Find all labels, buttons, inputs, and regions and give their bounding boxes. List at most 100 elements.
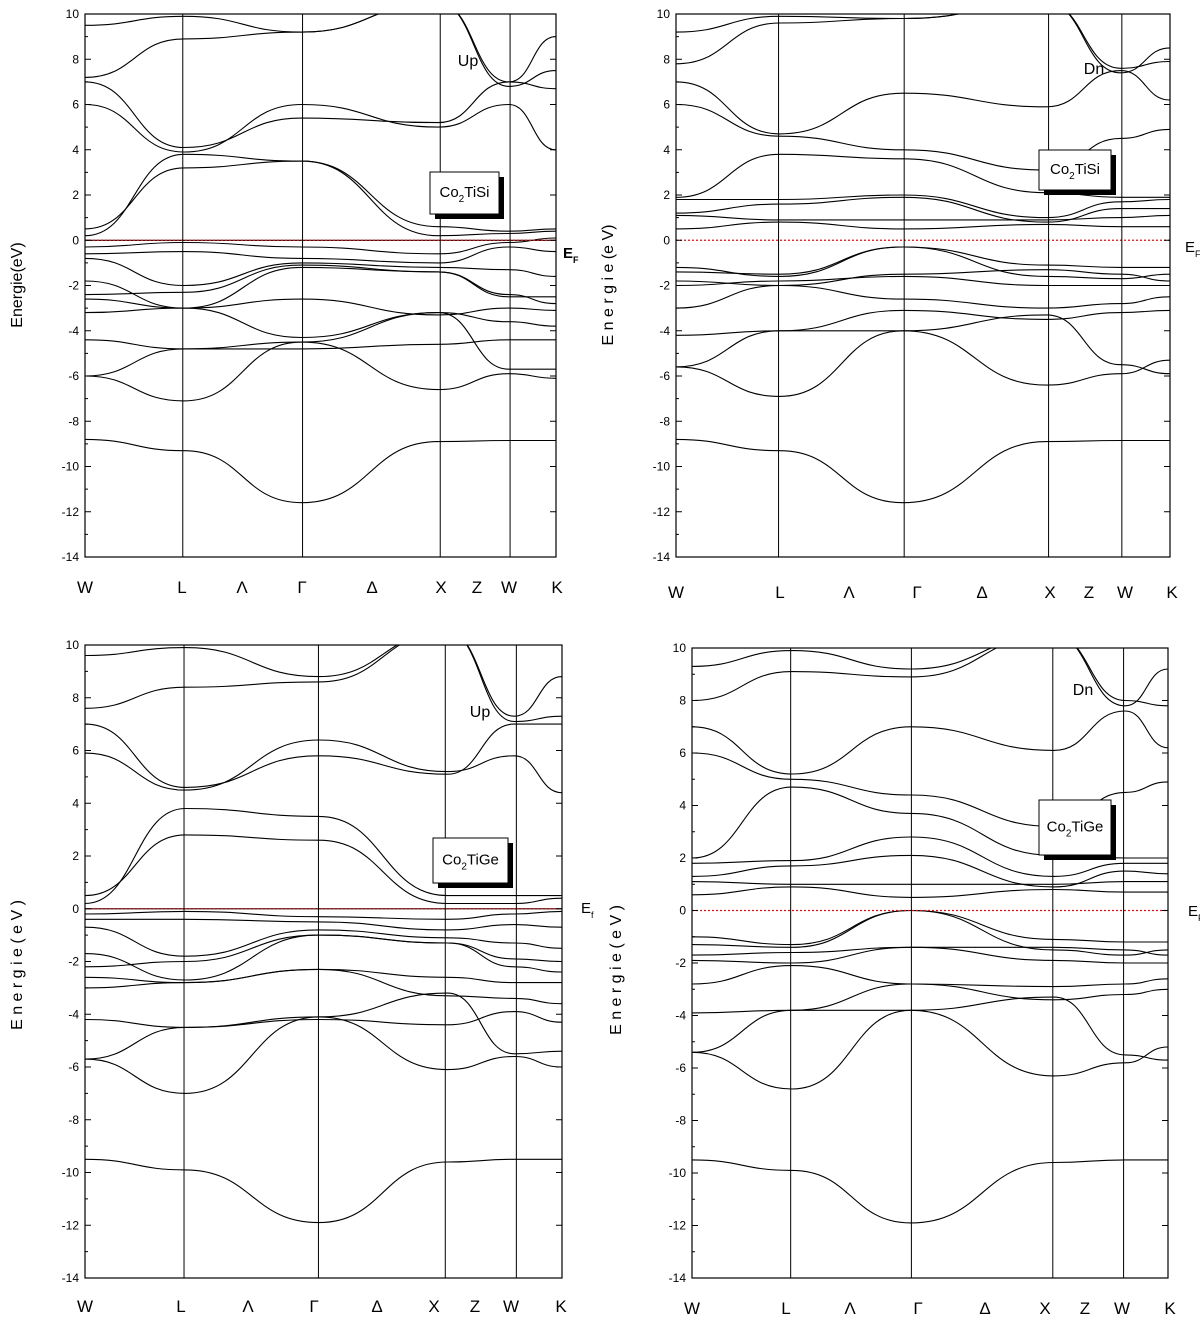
compound-box: [429, 171, 500, 215]
y-tick-label-12: -14: [669, 1271, 687, 1285]
band-1: [85, 341, 556, 402]
y-tick-label-0: 10: [66, 7, 80, 21]
band-15: [85, 81, 556, 149]
y-tick-label-2: 6: [679, 746, 686, 760]
y-tick-label-4: 2: [72, 849, 79, 863]
compound-label-rest: TiSi: [464, 184, 489, 201]
y-tick-label-5: 0: [663, 233, 670, 247]
y-tick-label-0: 10: [657, 7, 671, 21]
band-14: [85, 739, 562, 794]
compound-label-base: Co: [1047, 819, 1066, 836]
band-4: [85, 968, 562, 1005]
y-tick-label-8: -6: [68, 369, 79, 383]
band-16: [676, 14, 1170, 74]
y-tick-label-2: 6: [663, 98, 670, 112]
band-15: [676, 70, 1170, 135]
y-tick-label-12: -14: [653, 550, 671, 564]
band-10: [85, 237, 556, 255]
band-12: [676, 194, 1170, 219]
band-11: [692, 854, 1168, 888]
spin-label: Dn: [1073, 682, 1093, 699]
band-8: [85, 926, 562, 957]
band-13: [692, 786, 1168, 859]
spin-label: Up: [458, 53, 479, 70]
spin-label: Dn: [1084, 61, 1104, 78]
y-tick-label-4: 2: [72, 188, 79, 202]
kpoint-label-4: Δ: [371, 1297, 382, 1316]
kpoint-label-7: W: [1114, 1299, 1130, 1318]
compound-label-base: Co: [439, 184, 458, 201]
band-0: [85, 1158, 562, 1224]
compound-label: Co2TiGe: [1047, 819, 1104, 840]
fermi-label-sub: F: [573, 255, 579, 265]
kpoint-label-2: Λ: [844, 1299, 856, 1318]
y-tick-label-10: -10: [653, 460, 671, 474]
band-9: [692, 886, 1168, 898]
kpoint-label-0: W: [77, 1297, 93, 1316]
fermi-label: Ef: [581, 900, 594, 920]
band-5: [676, 275, 1170, 287]
compound-label-sub: 2: [1066, 829, 1072, 840]
kpoint-label-3: Γ: [297, 578, 306, 597]
kpoint-label-2: Λ: [843, 583, 855, 602]
kpoint-label-2: Λ: [236, 578, 248, 597]
kpoint-label-5: X: [1044, 583, 1055, 602]
kpoint-label-7: W: [1117, 583, 1133, 602]
y-tick-label-12: -14: [62, 550, 80, 564]
kpoint-label-0: W: [77, 578, 93, 597]
compound-label-rest: TiGe: [1071, 819, 1103, 836]
y-tick-label-10: -10: [62, 1166, 80, 1180]
fermi-label: EF: [563, 245, 579, 265]
kpoint-label-1: L: [775, 583, 784, 602]
band-17: [85, 645, 562, 723]
kpoint-label-0: W: [684, 1299, 700, 1318]
fermi-label: EF: [1188, 903, 1200, 923]
band-14: [85, 103, 556, 153]
band-9: [676, 221, 1170, 230]
band-0: [85, 438, 556, 504]
band-8: [692, 909, 1168, 956]
band-9: [85, 246, 556, 264]
compound-label-sub: 2: [459, 194, 465, 205]
y-tick-label-8: -6: [675, 1061, 686, 1075]
band-12: [85, 834, 562, 905]
y-tick-label-10: -10: [669, 1166, 687, 1180]
band-2: [85, 312, 556, 377]
y-tick-label-11: -12: [62, 505, 80, 519]
kpoint-label-0: W: [668, 583, 684, 602]
kpoint-label-2: Λ: [242, 1297, 254, 1316]
band-lines: [85, 14, 556, 504]
band-2: [676, 314, 1170, 375]
compound-box: [432, 837, 509, 884]
fermi-label-sub: F: [1198, 913, 1200, 923]
y-axis-label: Energie(eV): [9, 242, 26, 327]
compound-box: [1038, 799, 1112, 856]
kpoint-label-4: Δ: [979, 1299, 990, 1318]
compound-label: Co2TiSi: [1050, 161, 1100, 182]
kpoint-label-8: K: [551, 578, 563, 597]
y-tick-label-0: 10: [673, 641, 687, 655]
band-7: [85, 934, 562, 968]
y-tick-label-6: -2: [68, 955, 79, 969]
band-lines: [85, 645, 562, 1224]
kpoint-label-8: K: [1166, 583, 1178, 602]
kpoint-label-5: X: [435, 578, 446, 597]
band-10: [692, 881, 1168, 885]
y-tick-label-6: -2: [68, 279, 79, 293]
band-5: [692, 946, 1168, 964]
compound-label-rest: TiSi: [1075, 161, 1100, 178]
fermi-label-sub: F: [1195, 249, 1200, 259]
y-tick-label-11: -12: [62, 1218, 80, 1232]
y-tick-label-9: -8: [675, 1114, 686, 1128]
compound-label-rest: TiGe: [467, 852, 499, 869]
y-tick-label-1: 8: [72, 691, 79, 705]
y-tick-label-7: -4: [68, 324, 79, 338]
y-tick-label-12: -14: [62, 1271, 80, 1285]
y-tick-label-1: 8: [72, 52, 79, 66]
band-3: [85, 339, 556, 350]
kpoint-label-4: Δ: [976, 583, 987, 602]
y-tick-label-1: 8: [663, 52, 670, 66]
band-1: [85, 1016, 562, 1094]
y-tick-label-0: 10: [66, 638, 80, 652]
compound-label: Co2TiGe: [442, 852, 499, 873]
